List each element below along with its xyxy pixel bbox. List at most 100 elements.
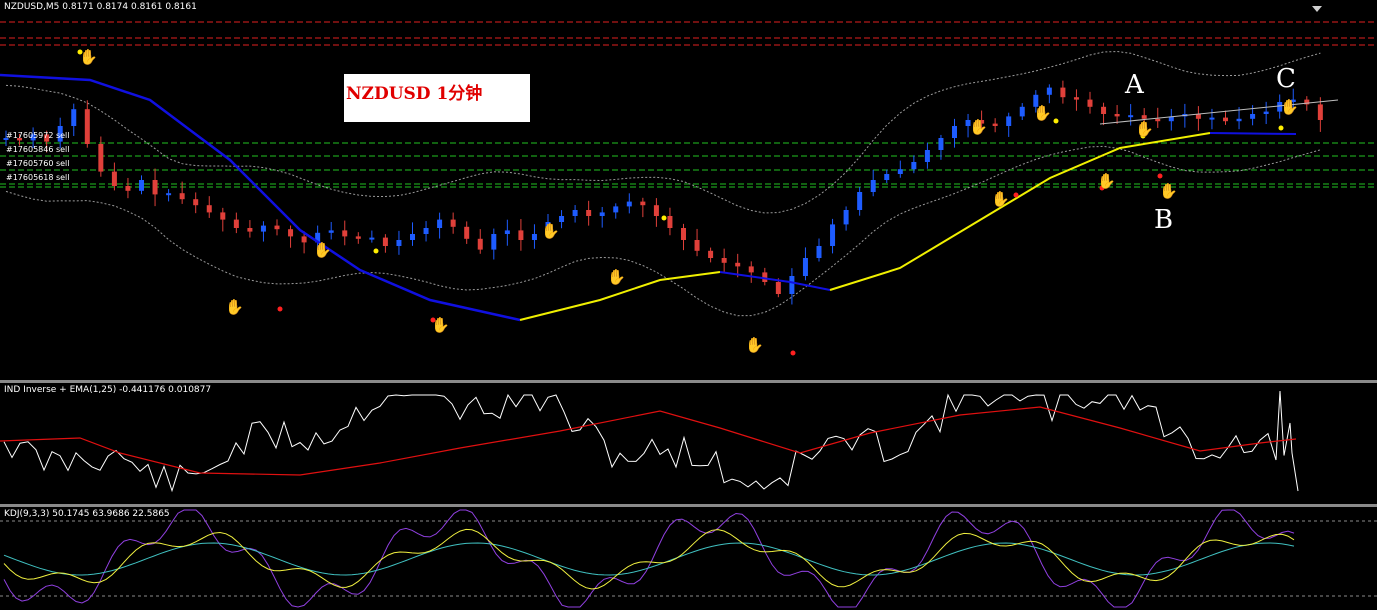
hand-signal-icon: ✋ (991, 190, 1010, 208)
kdj-d-line (3, 542, 1295, 576)
chart-shift-icon[interactable] (1312, 6, 1322, 12)
price-chart-pane[interactable]: ✋ ✋ ✋ ✋ ✋ ✋ ✋ ✋ ✋ ✋ ✋ ✋ ✋ ✋ NZDUSD,M5 0.8171 0.8174 0… (0, 0, 1377, 380)
bull-candle (830, 224, 836, 246)
hand-signal-icon: ✋ (1097, 172, 1116, 190)
fractal-dot (1099, 185, 1105, 191)
trend-line (1099, 99, 1339, 125)
kdj-j-line (3, 509, 1295, 608)
order-label[interactable]: #17605972 sell (6, 131, 70, 140)
fractal-dot (1140, 133, 1146, 139)
fractal-dot (277, 306, 283, 312)
ind-inverse-header: IND Inverse + EMA(1,25) -0.441176 0.0108… (4, 385, 212, 395)
bear-candle (1155, 118, 1161, 122)
bear-candle (1223, 117, 1228, 122)
bull-candle (884, 174, 890, 180)
bear-candle (518, 230, 524, 240)
price-chart[interactable]: ✋ ✋ ✋ ✋ ✋ ✋ ✋ ✋ ✋ ✋ ✋ ✋ ✋ ✋ (0, 0, 1377, 380)
hand-signal-icon: ✋ (225, 298, 244, 316)
bull-candle (71, 109, 77, 126)
bull-candle (369, 237, 375, 240)
bollinger-upper-band (5, 50, 1321, 214)
bear-candle (762, 272, 768, 282)
bull-candle (1168, 116, 1174, 122)
bear-candle (735, 262, 741, 267)
fractal-dot (430, 317, 436, 323)
hand-signal-icon: ✋ (1280, 98, 1299, 116)
hand-signal-icon: ✋ (431, 316, 450, 334)
bull-candle (1236, 118, 1242, 122)
bear-candle (233, 219, 239, 228)
ind-ema-line (0, 406, 1297, 476)
bull-candle (260, 225, 266, 232)
bear-candle (84, 109, 90, 144)
bear-candle (17, 138, 23, 141)
bull-candle (1046, 87, 1052, 95)
ind-inverse-line (3, 390, 1299, 493)
bull-candle (1019, 106, 1025, 117)
bear-candle (979, 120, 985, 124)
bear-candle (342, 230, 348, 237)
order-label[interactable]: #17605760 sell (6, 159, 70, 168)
bear-candle (992, 123, 998, 126)
pane-separator[interactable] (0, 504, 1377, 507)
order-label[interactable]: #17605618 sell (6, 173, 70, 182)
bull-candle (57, 126, 63, 142)
bollinger-lower-band (5, 145, 1321, 317)
bear-candle (708, 250, 714, 258)
bull-candle (599, 212, 605, 216)
bull-candle (1250, 114, 1256, 119)
kdj-k-line (3, 528, 1295, 590)
pane-separator[interactable] (0, 380, 1377, 383)
kdj-header: KDJ(9,3,3) 50.1745 63.9686 22.5865 (4, 509, 170, 519)
bear-candle (98, 144, 104, 172)
bull-candle (802, 258, 808, 276)
bull-candle (816, 246, 822, 258)
fractal-dot (373, 248, 379, 254)
bull-candle (1263, 111, 1269, 114)
fractal-dot (1157, 173, 1163, 179)
bear-candle (450, 219, 456, 227)
bull-candle (1277, 102, 1283, 112)
bear-candle (721, 258, 727, 263)
fractal-dot (1013, 192, 1019, 198)
bear-candle (1073, 97, 1079, 100)
fractal-dot (661, 215, 667, 221)
bull-candle (1033, 94, 1039, 107)
bull-candle (1209, 117, 1215, 120)
hand-signal-icon: ✋ (1033, 104, 1052, 122)
bear-candle (125, 186, 131, 191)
chart-title-box: NZDUSD 1分钟 (344, 74, 530, 122)
bear-candle (206, 205, 212, 213)
hand-signal-icon: ✋ (607, 268, 626, 286)
bull-candle (504, 230, 510, 234)
kdj-pane[interactable]: KDJ(9,3,3) 50.1745 63.9686 22.5865 (0, 507, 1377, 610)
point-label-c: C (1276, 64, 1296, 94)
bear-candle (640, 201, 646, 206)
ind-inverse-chart[interactable] (0, 383, 1377, 504)
bull-candle (1006, 116, 1012, 126)
bear-candle (288, 229, 294, 237)
bear-candle (653, 205, 659, 216)
bull-candle (613, 206, 619, 213)
bear-candle (667, 216, 673, 228)
bear-candle (1060, 87, 1066, 98)
ind-inverse-pane[interactable]: IND Inverse + EMA(1,25) -0.441176 0.0108… (0, 383, 1377, 504)
point-label-b: B (1154, 205, 1174, 235)
bull-candle (1290, 99, 1296, 102)
moving-average-down (1209, 132, 1297, 135)
moving-average-down (0, 73, 521, 322)
bear-candle (44, 134, 50, 142)
bull-candle (315, 232, 321, 243)
bull-candle (843, 210, 849, 225)
hand-signal-icon: ✋ (745, 336, 764, 354)
chart-title: NZDUSD 1分钟 (346, 84, 483, 104)
hand-signal-icon: ✋ (313, 241, 332, 259)
bull-candle (870, 180, 876, 192)
bear-candle (1304, 99, 1310, 105)
kdj-chart[interactable] (0, 507, 1377, 610)
bear-candle (477, 238, 483, 250)
bull-candle (423, 228, 429, 234)
fractal-dot (1278, 125, 1284, 131)
order-label[interactable]: #17605846 sell (6, 145, 70, 154)
moving-average-down (719, 271, 831, 291)
